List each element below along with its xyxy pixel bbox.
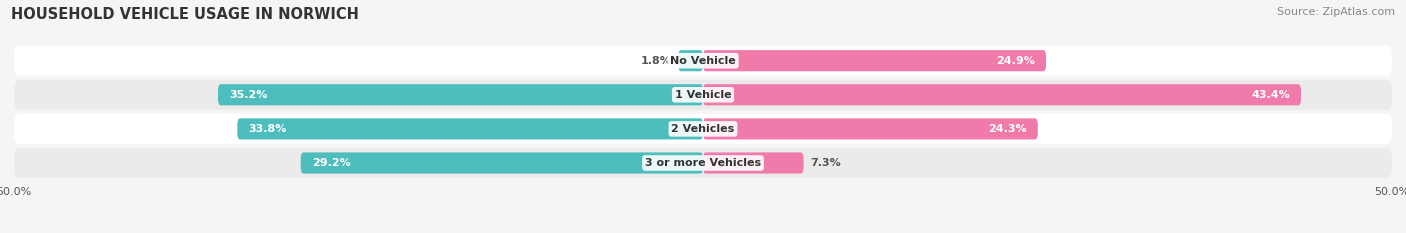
Text: Source: ZipAtlas.com: Source: ZipAtlas.com <box>1277 7 1395 17</box>
Text: 24.9%: 24.9% <box>997 56 1035 66</box>
Text: 43.4%: 43.4% <box>1251 90 1289 100</box>
Text: 1 Vehicle: 1 Vehicle <box>675 90 731 100</box>
FancyBboxPatch shape <box>301 152 703 174</box>
Text: 1.8%: 1.8% <box>641 56 671 66</box>
FancyBboxPatch shape <box>14 148 1392 178</box>
Text: 35.2%: 35.2% <box>229 90 267 100</box>
FancyBboxPatch shape <box>703 118 1038 140</box>
Legend: Owner-occupied, Renter-occupied: Owner-occupied, Renter-occupied <box>586 230 820 233</box>
FancyBboxPatch shape <box>678 50 703 71</box>
FancyBboxPatch shape <box>218 84 703 105</box>
Text: 29.2%: 29.2% <box>312 158 350 168</box>
Text: 24.3%: 24.3% <box>988 124 1026 134</box>
FancyBboxPatch shape <box>703 84 1301 105</box>
FancyBboxPatch shape <box>703 50 1046 71</box>
Text: 33.8%: 33.8% <box>249 124 287 134</box>
FancyBboxPatch shape <box>14 80 1392 110</box>
FancyBboxPatch shape <box>14 46 1392 76</box>
Text: No Vehicle: No Vehicle <box>671 56 735 66</box>
FancyBboxPatch shape <box>14 114 1392 144</box>
FancyBboxPatch shape <box>238 118 703 140</box>
Text: HOUSEHOLD VEHICLE USAGE IN NORWICH: HOUSEHOLD VEHICLE USAGE IN NORWICH <box>11 7 359 22</box>
Text: 7.3%: 7.3% <box>810 158 841 168</box>
Text: 2 Vehicles: 2 Vehicles <box>672 124 734 134</box>
FancyBboxPatch shape <box>703 152 804 174</box>
Text: 3 or more Vehicles: 3 or more Vehicles <box>645 158 761 168</box>
